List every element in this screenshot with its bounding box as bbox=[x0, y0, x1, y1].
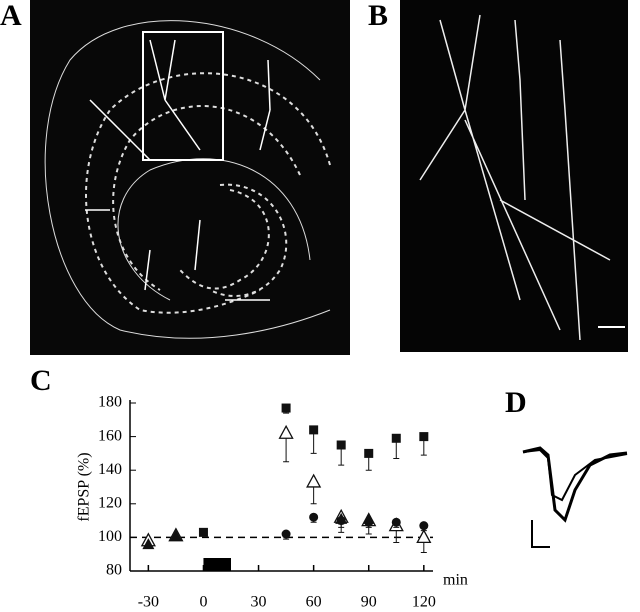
data-point bbox=[278, 424, 294, 439]
data-point bbox=[419, 521, 429, 531]
panel-label: A bbox=[0, 0, 22, 32]
data-point bbox=[364, 448, 374, 458]
trace-d bbox=[522, 446, 628, 548]
data-point bbox=[281, 529, 291, 539]
data-point bbox=[281, 403, 291, 413]
micrograph-b-drawing bbox=[419, 14, 625, 341]
data-point bbox=[416, 529, 432, 544]
data-point bbox=[198, 527, 208, 537]
micrograph-b bbox=[400, 0, 628, 352]
data-point bbox=[306, 473, 322, 488]
y-tick-label: 100 bbox=[98, 528, 122, 545]
data-point bbox=[309, 512, 319, 522]
x-axis-label: min bbox=[443, 572, 468, 589]
stimulus-bar bbox=[203, 558, 231, 571]
y-axis-label: fEPSP (%) bbox=[76, 452, 93, 521]
data-point bbox=[362, 512, 375, 524]
panel-label: B bbox=[368, 0, 388, 32]
micrograph-a-drawing bbox=[44, 20, 331, 339]
y-tick-label: 120 bbox=[98, 494, 122, 511]
micrograph-a bbox=[30, 0, 350, 355]
x-tick-label: 0 bbox=[199, 594, 207, 611]
y-tick-label: 160 bbox=[98, 427, 122, 444]
y-tick-label: 180 bbox=[98, 394, 122, 411]
x-tick-label: 30 bbox=[251, 594, 267, 611]
panel-label: D bbox=[505, 386, 527, 419]
data-point bbox=[169, 529, 182, 541]
data-point bbox=[336, 440, 346, 450]
data-point bbox=[142, 538, 155, 550]
data-point bbox=[309, 425, 319, 435]
data-point bbox=[391, 433, 401, 443]
y-tick-label: 140 bbox=[98, 461, 122, 478]
panel-label: C bbox=[30, 364, 52, 397]
y-tick-label: 80 bbox=[106, 562, 122, 579]
x-tick-label: 90 bbox=[361, 594, 377, 611]
x-tick-label: 60 bbox=[306, 594, 322, 611]
data-point bbox=[335, 512, 348, 524]
data-point bbox=[419, 432, 429, 442]
x-tick-label: 120 bbox=[412, 594, 436, 611]
x-tick-label: -30 bbox=[138, 594, 159, 611]
data-point bbox=[391, 517, 401, 527]
